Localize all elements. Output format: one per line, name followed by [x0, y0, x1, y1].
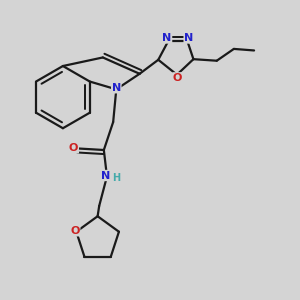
Text: H: H [112, 173, 120, 183]
Text: N: N [162, 33, 172, 43]
Text: O: O [70, 226, 80, 236]
Text: N: N [101, 170, 110, 181]
Text: N: N [184, 33, 194, 43]
Text: N: N [112, 83, 121, 93]
Text: O: O [173, 73, 182, 83]
Text: O: O [69, 143, 78, 153]
